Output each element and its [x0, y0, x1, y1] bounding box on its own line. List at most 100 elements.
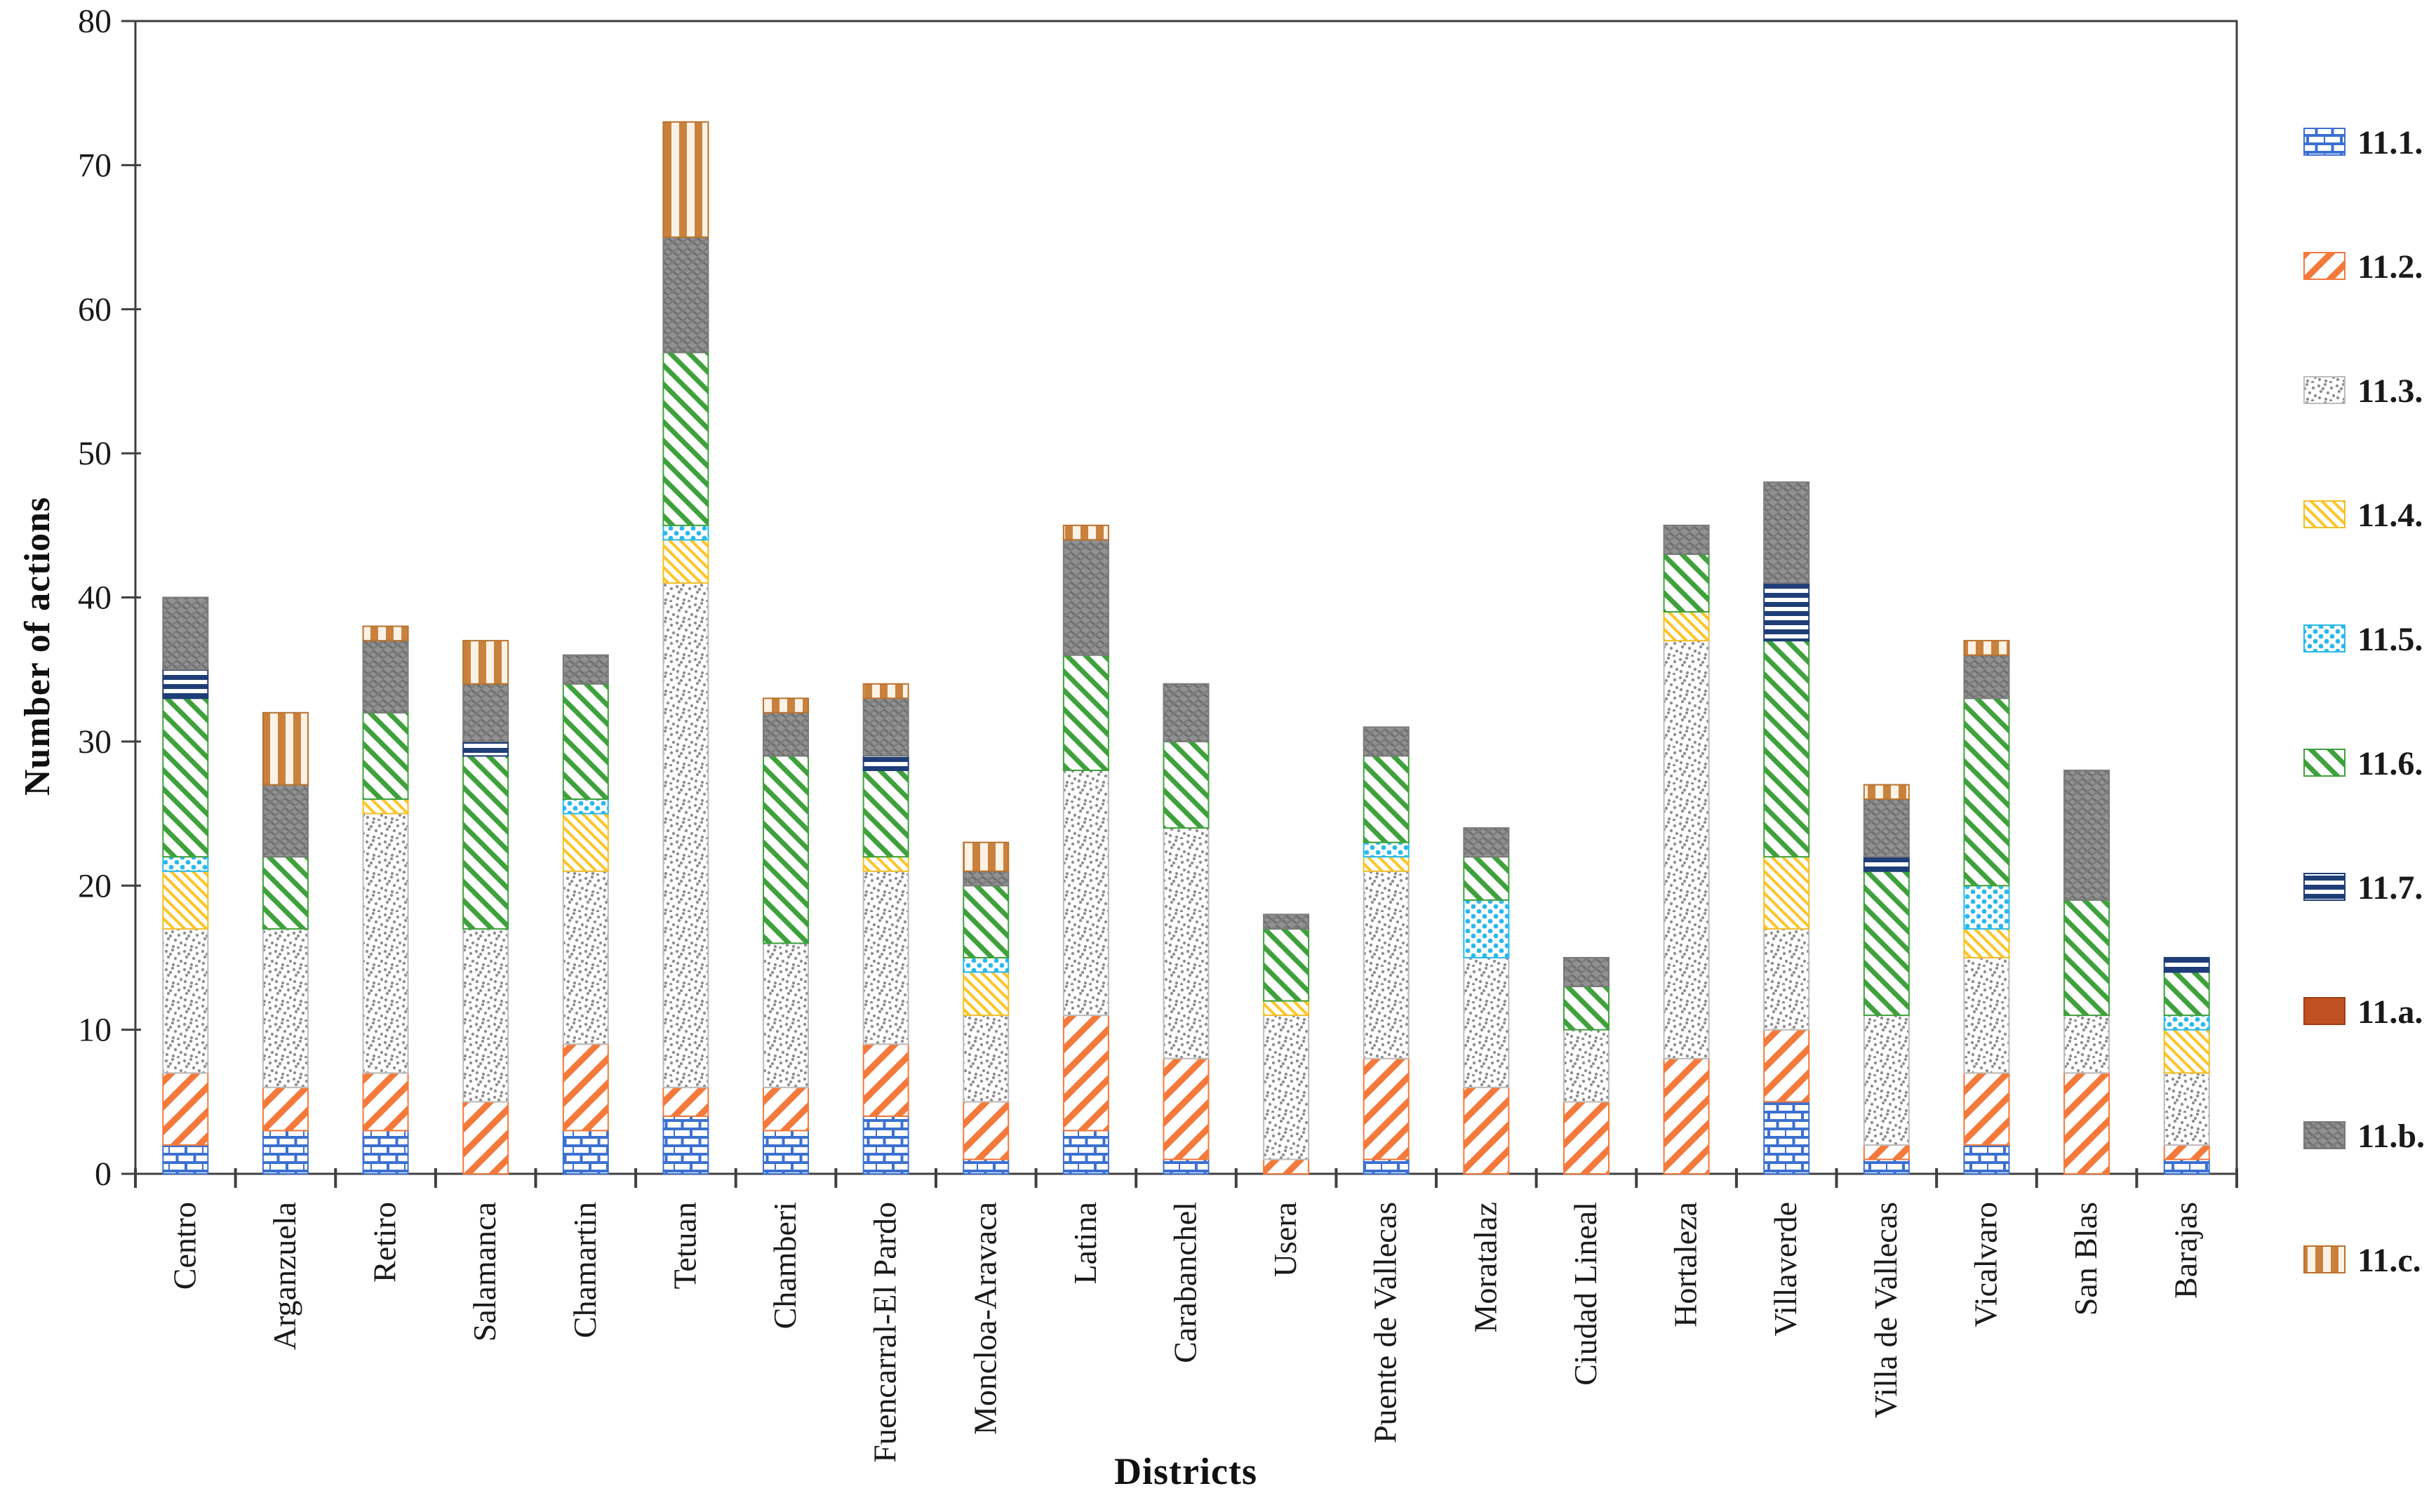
- bar-segment-Barajas-11.6.: [2163, 971, 2210, 1017]
- legend-swatch-11.b.: [2303, 1121, 2346, 1149]
- bar-segment-Ciudad Lineal-11.b.: [1563, 956, 1610, 988]
- bar-segment-Moratalaz-11.b.: [1463, 827, 1510, 858]
- bar-segment-Villaverde-11.4.: [1763, 856, 1810, 930]
- x-category-label: Centro: [166, 1202, 202, 1290]
- bar-segment-Villa de Vallecas-11.6.: [1863, 870, 1910, 1017]
- x-category-label: Puente de Vallecas: [1367, 1202, 1403, 1443]
- bar-segment-Puente de Vallecas-11.2.: [1363, 1057, 1410, 1160]
- bar-segment-Retiro-11.1.: [362, 1130, 409, 1175]
- x-category-label: Carabanchel: [1167, 1202, 1203, 1363]
- legend-swatch-11.c.: [2303, 1245, 2346, 1273]
- bar-segment-Chamberi-11.3.: [763, 942, 810, 1088]
- bar-segment-Fuencarral-El Pardo-11.c.: [862, 683, 909, 700]
- bar-segment-Villa de Vallecas-11.c.: [1863, 784, 1910, 801]
- bar-segment-Centro-11.b.: [162, 596, 209, 671]
- legend-label: 11.c.: [2357, 1242, 2421, 1279]
- bar-segment-Centro-11.5.: [162, 856, 209, 872]
- bar-segment-Tetuan-11.b.: [662, 236, 709, 354]
- x-category-label: Moratalaz: [1467, 1202, 1503, 1332]
- x-category-label: San Blas: [2068, 1202, 2103, 1316]
- y-tick-label: 50: [78, 435, 112, 472]
- x-category-label: Tetuan: [667, 1202, 702, 1290]
- bar-segment-Ciudad Lineal-11.3.: [1563, 1029, 1610, 1103]
- x-category-label: Ciudad Lineal: [1567, 1202, 1603, 1386]
- legend-item-11.3.: 11.3.: [2303, 373, 2423, 410]
- bar-segment-Moratalaz-11.2.: [1463, 1086, 1510, 1175]
- legend-label: 11.7.: [2357, 869, 2423, 906]
- bar-segment-Hortaleza-11.2.: [1663, 1057, 1710, 1175]
- bar-segment-San Blas-11.6.: [2063, 899, 2110, 1017]
- bar-segment-Chamartin-11.2.: [562, 1043, 609, 1132]
- bar-segment-Vicalvaro-11.6.: [1963, 697, 2010, 887]
- legend-label: 11.5.: [2357, 621, 2423, 658]
- bar-segment-Usera-11.6.: [1263, 928, 1310, 1002]
- bar-segment-Hortaleza-11.4.: [1663, 611, 1710, 642]
- bar-segment-Chamartin-11.5.: [562, 798, 609, 815]
- legend-swatch-11.4.: [2303, 500, 2346, 528]
- bar-segment-Latina-11.b.: [1062, 539, 1109, 656]
- legend-label: 11.3.: [2357, 373, 2423, 410]
- legend-swatch-11.6.: [2303, 749, 2346, 777]
- y-tick-label: 60: [78, 291, 112, 328]
- bar-segment-Fuencarral-El Pardo-11.3.: [862, 870, 909, 1045]
- y-tick-label: 20: [78, 867, 112, 904]
- x-axis-title: Districts: [1114, 1450, 1257, 1492]
- x-category-label: Fuencarral-El Pardo: [867, 1202, 903, 1463]
- bar-segment-Salamanca-11.b.: [462, 683, 509, 742]
- bar-segment-Barajas-11.3.: [2163, 1072, 2210, 1146]
- bar-segment-Arganzuela-11.6.: [262, 856, 309, 930]
- bar-segment-Retiro-11.3.: [362, 812, 409, 1074]
- y-tick-label: 80: [78, 3, 112, 40]
- bar-segment-San Blas-11.3.: [2063, 1015, 2110, 1074]
- bar-segment-Centro-11.4.: [162, 870, 209, 930]
- x-category-label: Moncloa-Aravaca: [967, 1202, 1003, 1435]
- bar-segment-Moncloa-Aravaca-11.4.: [963, 971, 1010, 1017]
- legend-item-11.2.: 11.2.: [2303, 248, 2423, 286]
- bar-segment-Moratalaz-11.5.: [1463, 899, 1510, 958]
- bar-segment-Fuencarral-El Pardo-11.b.: [862, 697, 909, 757]
- bar-segment-Moratalaz-11.3.: [1463, 956, 1510, 1088]
- y-tick-label: 40: [78, 580, 112, 617]
- legend-item-11.a.: 11.a.: [2303, 993, 2423, 1031]
- bar-segment-Latina-11.1.: [1062, 1130, 1109, 1175]
- bar-segment-Arganzuela-11.3.: [262, 928, 309, 1088]
- bar-segment-Puente de Vallecas-11.b.: [1363, 726, 1410, 757]
- y-axis-title: Number of actions: [18, 496, 58, 796]
- bar-segment-Barajas-11.1.: [2163, 1158, 2210, 1175]
- legend-label: 11.1.: [2357, 124, 2423, 161]
- bar-segment-Salamanca-11.c.: [462, 640, 509, 685]
- legend-item-11.b.: 11.b.: [2303, 1118, 2425, 1155]
- bar-segment-Salamanca-11.2.: [462, 1101, 509, 1175]
- bar-segment-Vicalvaro-11.2.: [1963, 1072, 2010, 1146]
- legend-swatch-11.a.: [2303, 997, 2346, 1025]
- x-category-label: Latina: [1067, 1202, 1103, 1285]
- legend-swatch-11.5.: [2303, 624, 2346, 653]
- bar-segment-Vicalvaro-11.b.: [1963, 654, 2010, 700]
- bar-segment-Retiro-11.4.: [362, 798, 409, 815]
- bar-segment-Moncloa-Aravaca-11.2.: [963, 1101, 1010, 1160]
- bar-segment-Chamberi-11.1.: [763, 1130, 810, 1175]
- bar-segment-Hortaleza-11.3.: [1663, 640, 1710, 1059]
- bar-segment-Fuencarral-El Pardo-11.2.: [862, 1043, 909, 1117]
- x-category-label: Villa de Vallecas: [1868, 1202, 1903, 1418]
- bar-segment-Arganzuela-11.c.: [262, 711, 309, 786]
- bar-segment-Usera-11.3.: [1263, 1015, 1310, 1160]
- bar-segment-Retiro-11.c.: [362, 625, 409, 642]
- x-category-label: Arganzuela: [267, 1202, 302, 1350]
- bar-segment-Villa de Vallecas-11.7.: [1863, 856, 1910, 872]
- bar-segment-Moncloa-Aravaca-11.5.: [963, 956, 1010, 973]
- y-tick-label: 70: [78, 147, 112, 184]
- bar-segment-Puente de Vallecas-11.4.: [1363, 856, 1410, 872]
- x-category-label: Chamartin: [567, 1202, 603, 1338]
- bar-segment-Fuencarral-El Pardo-11.1.: [862, 1115, 909, 1175]
- bar-segment-Moratalaz-11.6.: [1463, 856, 1510, 901]
- bar-segment-Tetuan-11.3.: [662, 582, 709, 1088]
- bar-segment-Barajas-11.7.: [2163, 956, 2210, 973]
- bar-segment-Barajas-11.4.: [2163, 1029, 2210, 1074]
- bar-segment-Centro-11.6.: [162, 697, 209, 858]
- bar-segment-Fuencarral-El Pardo-11.7.: [862, 755, 909, 771]
- legend-item-11.1.: 11.1.: [2303, 124, 2423, 161]
- legend-label: 11.a.: [2357, 993, 2423, 1031]
- bar-segment-Tetuan-11.c.: [662, 121, 709, 239]
